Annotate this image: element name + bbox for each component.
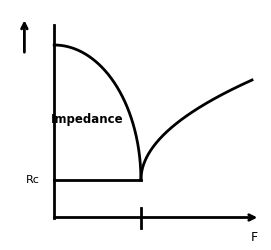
- Text: Rc: Rc: [25, 175, 40, 185]
- Text: Impedance: Impedance: [50, 114, 123, 126]
- Text: F: F: [251, 231, 258, 244]
